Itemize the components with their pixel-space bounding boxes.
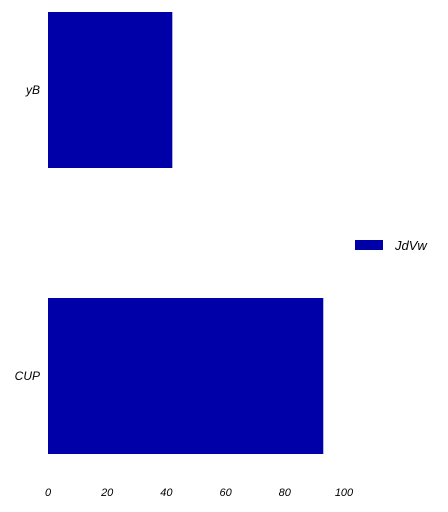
bars-group (48, 12, 324, 454)
bar-cup (48, 298, 324, 454)
x-tick-label-0: 0 (45, 487, 52, 499)
x-tick-label-40: 40 (160, 487, 173, 499)
category-label-yb: yB (25, 83, 40, 97)
category-labels-group: yB CUP (15, 83, 40, 383)
legend-swatch (355, 240, 383, 250)
x-tick-labels-group: 0 20 40 60 80 100 (45, 487, 354, 499)
x-tick-label-20: 20 (100, 487, 114, 499)
x-tick-label-80: 80 (279, 487, 292, 499)
bar-yb (48, 12, 173, 168)
x-tick-label-100: 100 (335, 487, 354, 499)
x-tick-label-60: 60 (219, 487, 232, 499)
legend-label: JdVw (394, 238, 428, 253)
legend: JdVw (355, 238, 428, 253)
category-label-cup: CUP (15, 369, 40, 383)
